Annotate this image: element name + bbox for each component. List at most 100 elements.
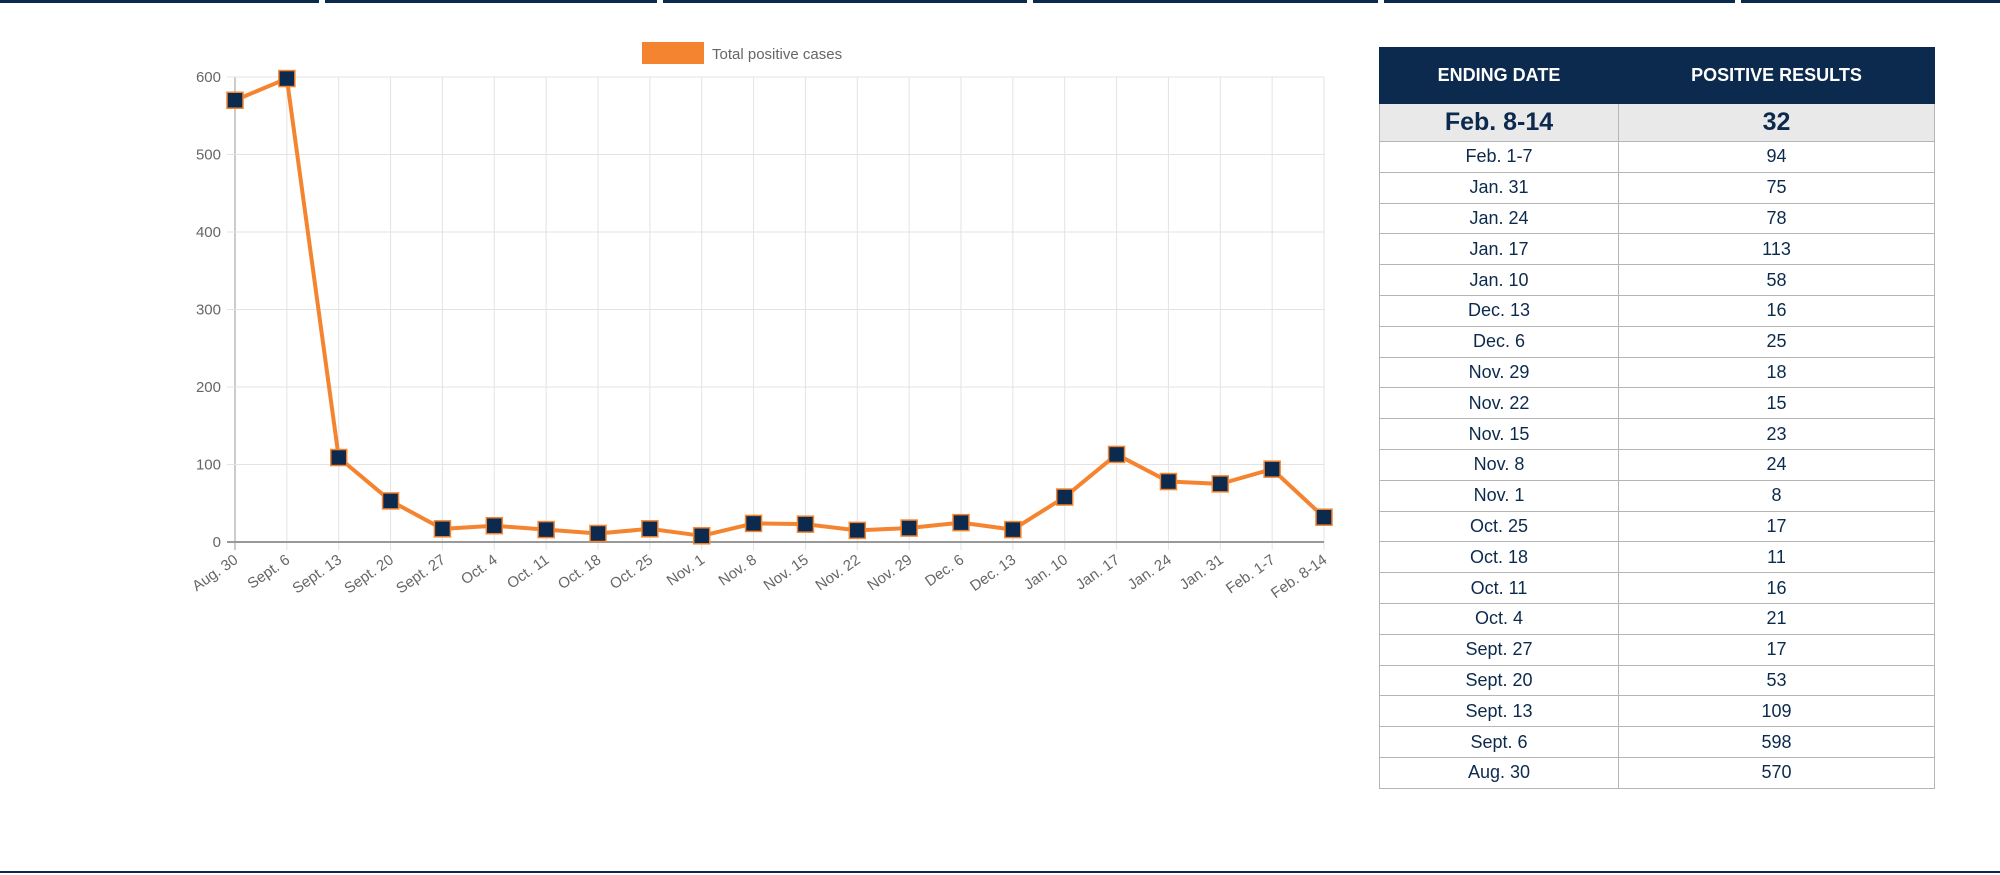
data-point xyxy=(952,513,970,532)
cell-ending-date: Jan. 31 xyxy=(1379,171,1619,204)
data-point xyxy=(433,520,452,538)
table-row: Sept. 13 109 xyxy=(1379,695,1935,728)
cell-ending-date: Feb. 1-7 xyxy=(1379,141,1619,173)
x-tick-label: Aug. 30 xyxy=(189,551,241,595)
table-row: Nov. 8 24 xyxy=(1379,448,1935,481)
data-point xyxy=(1263,460,1281,478)
x-tick-label: Sept. 6 xyxy=(244,551,293,592)
cell-ending-date: Dec. 6 xyxy=(1379,325,1619,358)
nav-bar-segment xyxy=(0,0,319,3)
x-tick-label: Sept. 27 xyxy=(393,551,449,597)
series-line xyxy=(234,76,1326,538)
y-tick-label: 100 xyxy=(196,457,221,474)
cell-positive-results: 598 xyxy=(1618,726,1935,758)
y-tick-label: 600 xyxy=(196,69,221,86)
x-tick-label: Oct. 18 xyxy=(555,551,604,593)
x-tick-label: Feb. 8-14 xyxy=(1268,551,1330,602)
cell-ending-date: Sept. 6 xyxy=(1379,726,1619,758)
cell-ending-date: Nov. 8 xyxy=(1379,448,1619,481)
x-tick-label: Jan. 31 xyxy=(1177,551,1227,593)
nav-bar-segment xyxy=(325,0,657,3)
nav-bar-segment xyxy=(663,0,1027,3)
line-chart: Total positive cases Aug. 30 Sept. 6Sept.… xyxy=(189,42,1333,602)
table-row: Oct. 4 21 xyxy=(1379,602,1935,635)
table-row: Sept. 20 53 xyxy=(1379,664,1935,697)
y-tick-label: 200 xyxy=(196,379,221,396)
cell-positive-results: 11 xyxy=(1618,541,1935,574)
cell-ending-date: Jan. 17 xyxy=(1379,233,1619,266)
cell-positive-results: 78 xyxy=(1618,202,1935,235)
data-point xyxy=(1004,520,1022,539)
cell-ending-date: Feb. 8-14 xyxy=(1379,103,1619,142)
table-row: Feb. 1-7 94 xyxy=(1379,141,1935,173)
x-tick-label: Nov. 15 xyxy=(761,551,812,594)
nav-bar-segment xyxy=(1384,0,1735,3)
x-tick-label: Jan. 10 xyxy=(1021,551,1071,593)
cell-positive-results: 32 xyxy=(1618,103,1935,142)
data-point xyxy=(744,514,763,533)
cell-positive-results: 23 xyxy=(1618,418,1935,450)
x-tick-label: Oct. 11 xyxy=(504,551,552,592)
cell-positive-results: 17 xyxy=(1618,510,1935,543)
cell-positive-results: 24 xyxy=(1618,448,1935,481)
data-point xyxy=(485,516,504,535)
cell-ending-date: Nov. 15 xyxy=(1379,418,1619,450)
table-row: Dec. 6 25 xyxy=(1379,325,1935,358)
data-point xyxy=(1211,475,1230,493)
y-tick-label: 0 xyxy=(213,534,221,551)
data-point xyxy=(1055,488,1074,506)
cell-positive-results: 21 xyxy=(1618,602,1935,635)
cell-ending-date: Jan. 24 xyxy=(1379,202,1619,235)
legend-label[interactable]: Total positive cases xyxy=(712,46,842,63)
cell-positive-results: 16 xyxy=(1618,294,1935,327)
table-row: Aug. 30 570 xyxy=(1379,756,1935,789)
x-tick-label: Dec. 13 xyxy=(967,551,1019,595)
x-tick-label: Oct. 4 xyxy=(458,551,501,588)
table-row: Oct. 18 11 xyxy=(1379,541,1935,574)
data-point xyxy=(796,515,815,533)
positive-results-table: ENDING DATE POSITIVE RESULTS Feb. 8-14 32… xyxy=(1379,47,1935,789)
x-tick-label: Nov. 22 xyxy=(812,551,863,594)
cell-positive-results: 18 xyxy=(1618,356,1935,389)
cell-ending-date: Oct. 18 xyxy=(1379,541,1619,574)
cell-positive-results: 113 xyxy=(1618,233,1935,266)
table-row: Oct. 11 16 xyxy=(1379,572,1935,604)
cell-positive-results: 570 xyxy=(1618,756,1935,789)
cell-ending-date: Nov. 22 xyxy=(1379,387,1619,420)
data-point xyxy=(537,520,555,539)
x-tick-label: Sept. 13 xyxy=(289,551,345,597)
y-tick-label: 400 xyxy=(196,224,221,241)
cell-ending-date: Dec. 13 xyxy=(1379,294,1619,327)
header-positive-results: POSITIVE RESULTS xyxy=(1618,47,1935,104)
x-tick-label: Nov. 8 xyxy=(716,551,760,589)
table-row: Sept. 6 598 xyxy=(1379,726,1935,758)
table-row: Jan. 24 78 xyxy=(1379,202,1935,235)
data-point xyxy=(381,492,400,510)
table-row: Oct. 25 17 xyxy=(1379,510,1935,543)
cell-positive-results: 16 xyxy=(1618,572,1935,604)
cell-ending-date: Oct. 4 xyxy=(1379,602,1619,635)
x-tick-label: Nov. 1 xyxy=(664,551,708,589)
x-tick-label: Jan. 17 xyxy=(1073,551,1123,593)
data-point xyxy=(1315,508,1333,526)
cell-ending-date: Nov. 29 xyxy=(1379,356,1619,389)
data-point xyxy=(1107,445,1126,464)
data-point xyxy=(641,520,659,538)
table-row-latest: Feb. 8-14 32 xyxy=(1379,103,1935,142)
data-point xyxy=(226,91,244,109)
nav-bar-segment xyxy=(1033,0,1378,3)
cell-positive-results: 58 xyxy=(1618,264,1935,296)
footer-divider xyxy=(0,871,2000,873)
table-row: Jan. 31 75 xyxy=(1379,171,1935,204)
data-point xyxy=(692,527,711,545)
x-tick-label: Sept. 20 xyxy=(341,551,397,597)
data-point xyxy=(900,519,918,537)
cell-positive-results: 94 xyxy=(1618,141,1935,173)
y-tick-label: 300 xyxy=(196,302,221,319)
data-point xyxy=(329,448,348,467)
table-row: Jan. 10 58 xyxy=(1379,264,1935,296)
cell-ending-date: Sept. 13 xyxy=(1379,695,1619,728)
table-row: Nov. 29 18 xyxy=(1379,356,1935,389)
table-row: Jan. 17 113 xyxy=(1379,233,1935,266)
